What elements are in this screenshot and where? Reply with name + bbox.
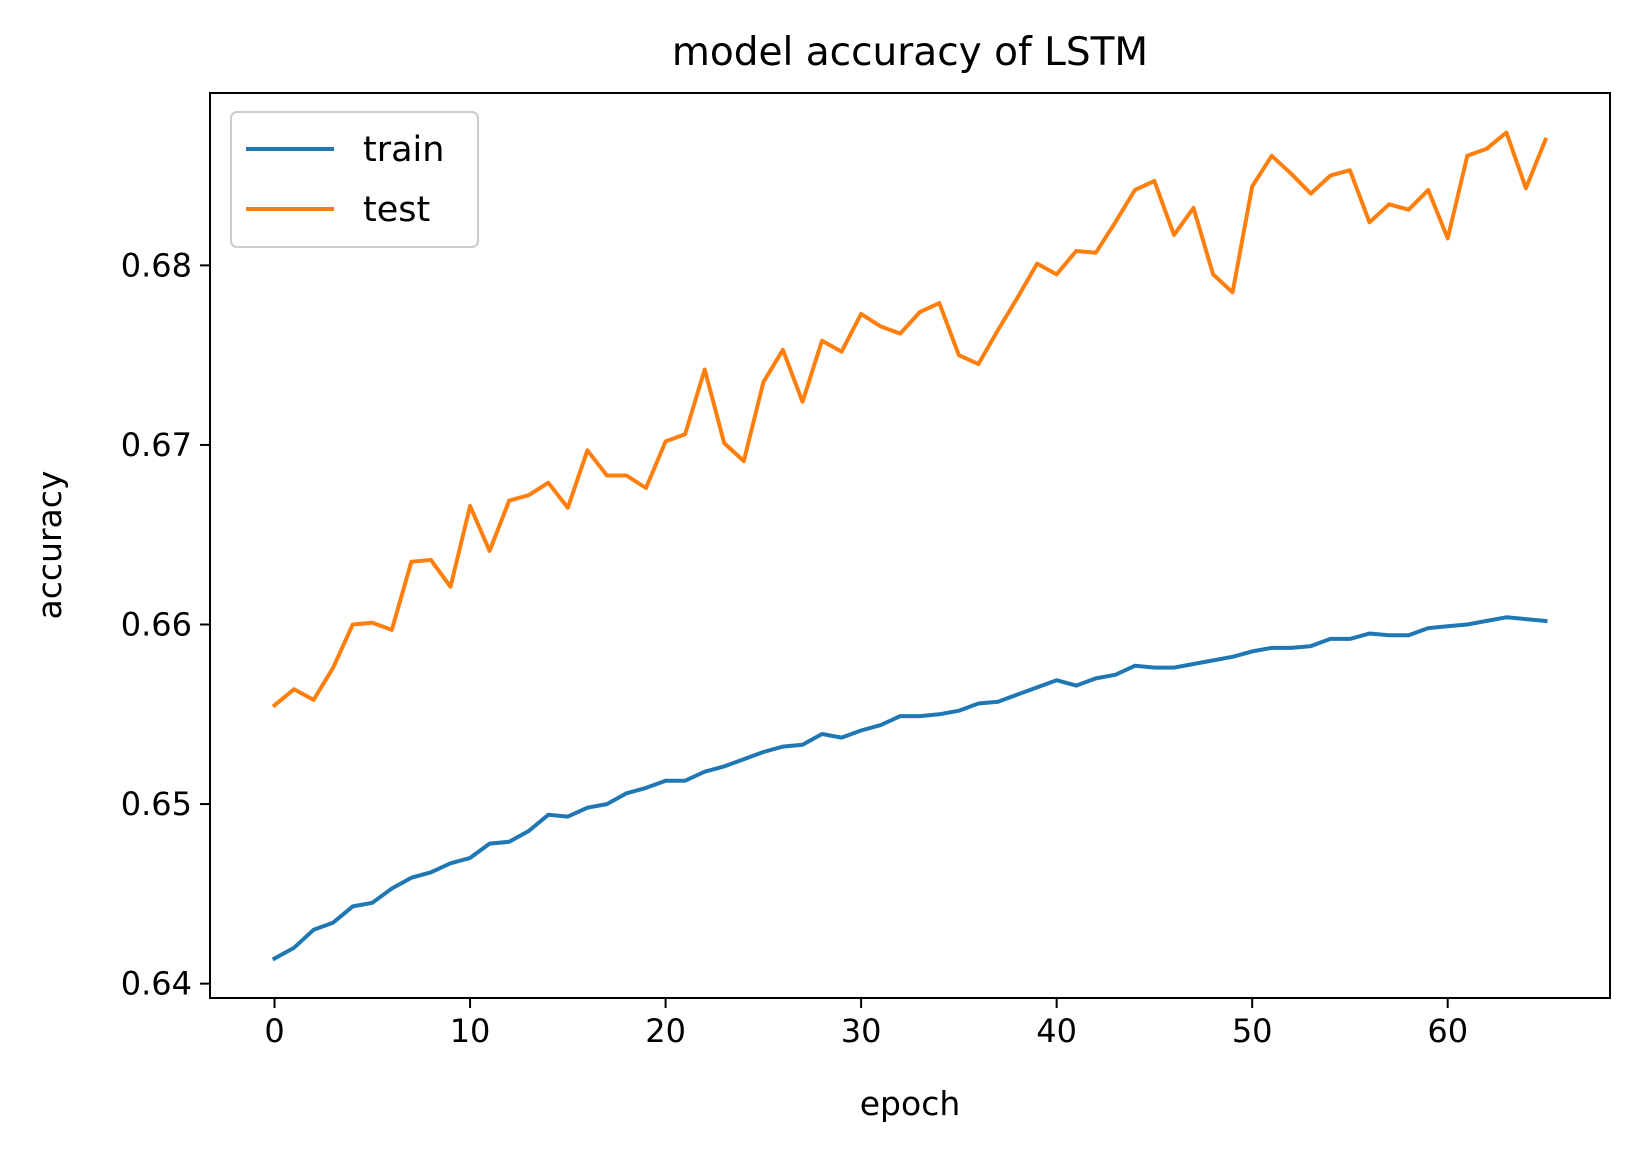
y-axis-label: accuracy	[30, 471, 69, 620]
plot-frame	[209, 92, 1611, 999]
legend-box	[230, 111, 479, 248]
x-axis-ticks: 0 10 20 30 40 50 60	[264, 998, 1468, 1050]
x-tick-label: 20	[645, 1012, 686, 1050]
x-tick-label: 40	[1036, 1012, 1077, 1050]
legend-label-test: test	[363, 190, 430, 230]
x-tick-label: 30	[841, 1012, 882, 1050]
chart-title: model accuracy of LSTM	[672, 30, 1148, 75]
x-tick-label: 60	[1427, 1012, 1468, 1050]
y-axis-ticks: 0.64 0.65 0.66 0.67 0.68	[121, 246, 210, 1003]
x-tick-label: 50	[1232, 1012, 1273, 1050]
x-tick-label: 0	[264, 1012, 284, 1050]
y-tick-label: 0.65	[121, 785, 192, 823]
series-line-test	[271, 130, 1549, 709]
y-tick-label: 0.67	[121, 426, 192, 464]
x-axis-label: epoch	[860, 1084, 961, 1123]
y-tick-label: 0.66	[121, 606, 192, 644]
y-tick-label: 0.68	[121, 246, 192, 284]
x-tick-label: 10	[450, 1012, 491, 1050]
legend: train test	[230, 111, 479, 248]
series-line-train	[271, 615, 1548, 962]
y-tick-label: 0.64	[121, 965, 192, 1003]
legend-label-train: train	[363, 130, 444, 170]
series-layer	[271, 130, 1549, 962]
